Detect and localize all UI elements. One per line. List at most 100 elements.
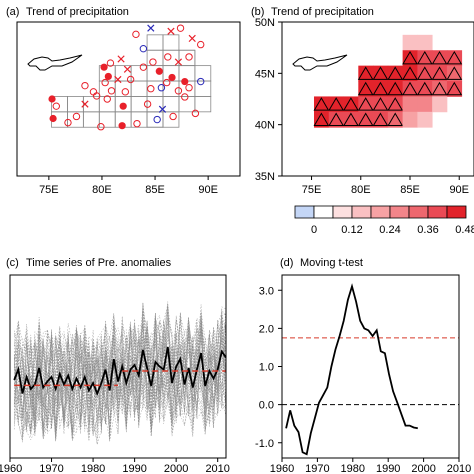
colorbar-swatch bbox=[446, 205, 467, 219]
y-tick-label: 3.0 bbox=[259, 285, 274, 297]
panel-d-label: (d) bbox=[280, 257, 293, 269]
station-filled-circle bbox=[118, 122, 126, 130]
station-open-circle bbox=[139, 44, 148, 53]
trend-cell bbox=[387, 96, 404, 113]
station-open-circle bbox=[143, 100, 152, 108]
station-cross bbox=[81, 100, 89, 108]
station-filled-circle bbox=[168, 73, 176, 82]
station-open-circle bbox=[97, 123, 105, 131]
x-tick-label: 75E bbox=[302, 184, 322, 196]
panel-d-title: Moving t-test bbox=[300, 257, 363, 269]
station-anomaly-series bbox=[13, 308, 227, 441]
station-open-circle bbox=[64, 118, 72, 127]
panel-b-colorbar: 0 0.12 0.24 0.36 0.48 bbox=[294, 205, 474, 236]
significance-triangle bbox=[387, 81, 404, 96]
x-tick-label: 1980 bbox=[341, 463, 365, 474]
x-tick-label: 80E bbox=[351, 184, 371, 196]
grid-cell bbox=[82, 111, 100, 128]
panel-d: (d) Moving t-test 3.0 2.0 1.0 0.0 -1.0 1960 19… bbox=[255, 257, 471, 474]
station-cross bbox=[123, 65, 132, 73]
trend-cell bbox=[373, 65, 389, 82]
panel-c-x-axis: 1960 1970 1980 1990 2000 2010 bbox=[0, 458, 230, 474]
trend-cell bbox=[402, 96, 418, 113]
significance-triangle bbox=[431, 50, 448, 65]
station-open-circle bbox=[92, 92, 101, 100]
colorbar-tick-label: 0.12 bbox=[341, 224, 362, 236]
trend-cell bbox=[373, 111, 389, 128]
colorbar-swatch bbox=[370, 205, 391, 219]
station-open-circle bbox=[181, 93, 189, 101]
station-anomaly-series bbox=[13, 307, 227, 439]
station-open-circle bbox=[176, 24, 185, 32]
colorbar-swatch bbox=[313, 205, 334, 219]
grid-cell bbox=[67, 96, 84, 113]
panel-c-title: Time series of Pre. anomalies bbox=[26, 257, 172, 269]
station-open-circle bbox=[185, 84, 193, 92]
significance-triangle bbox=[431, 81, 448, 96]
station-open-circle bbox=[191, 109, 200, 118]
station-open-circle bbox=[126, 75, 135, 84]
panel-c-frame bbox=[9, 274, 227, 459]
y-tick-label: 50N bbox=[255, 17, 275, 29]
x-tick-label: 1990 bbox=[122, 463, 146, 474]
trend-cell bbox=[402, 65, 418, 82]
x-tick-label: 2000 bbox=[164, 463, 188, 474]
grid-cell bbox=[162, 111, 180, 128]
colorbar-tick-label: 0.48 bbox=[455, 224, 474, 236]
significance-triangle bbox=[357, 112, 374, 127]
station-filled-circle bbox=[104, 72, 112, 81]
station-open-circle bbox=[72, 112, 81, 121]
x-tick-label: 2010 bbox=[205, 463, 229, 474]
trend-cell bbox=[373, 81, 389, 97]
station-open-circle bbox=[149, 58, 157, 66]
x-tick-label: 1980 bbox=[81, 463, 105, 474]
station-open-circle bbox=[103, 95, 111, 103]
trend-cell bbox=[417, 111, 433, 128]
panel-d-axes: 3.0 2.0 1.0 0.0 -1.0 1960 1970 1980 1990 2000 2010 bbox=[255, 285, 471, 474]
station-open-circle bbox=[147, 85, 155, 93]
trend-cell bbox=[314, 111, 330, 128]
trend-cell bbox=[358, 65, 374, 82]
station-anomaly-series bbox=[13, 315, 227, 434]
station-cross bbox=[114, 75, 122, 84]
station-open-circle bbox=[106, 59, 115, 67]
y-tick-label: 40N bbox=[255, 120, 275, 132]
trend-cell bbox=[314, 96, 330, 113]
trend-cell bbox=[417, 96, 433, 113]
station-open-circle bbox=[121, 88, 130, 96]
significance-triangle bbox=[357, 81, 374, 96]
station-open-circle bbox=[153, 115, 161, 124]
significance-triangle bbox=[313, 112, 330, 127]
significance-triangle bbox=[402, 50, 418, 65]
station-filled-circle bbox=[119, 102, 127, 110]
significance-triangle bbox=[446, 81, 463, 96]
significance-triangle bbox=[431, 66, 448, 80]
panel-c-label: (c) bbox=[6, 257, 19, 269]
station-open-circle bbox=[185, 53, 193, 61]
significance-triangle bbox=[402, 81, 418, 96]
trend-cell bbox=[432, 96, 448, 113]
x-tick-label: 90E bbox=[198, 184, 218, 196]
station-open-circle bbox=[101, 78, 109, 87]
station-filled-circle bbox=[49, 114, 57, 123]
significance-triangle bbox=[416, 50, 433, 65]
colorbar-swatch bbox=[427, 205, 448, 219]
station-open-circle bbox=[164, 53, 172, 61]
panel-b-axes: 35N 40N 45N 50N 75E 80E 85E 90E bbox=[255, 17, 469, 196]
station-open-circle bbox=[132, 30, 140, 39]
station-cross bbox=[147, 24, 155, 32]
significance-triangle bbox=[387, 112, 404, 127]
colorbar-tick-label: 0.24 bbox=[379, 224, 400, 236]
grid-cell bbox=[194, 96, 212, 113]
significance-triangle bbox=[372, 66, 389, 80]
station-cross bbox=[117, 55, 125, 63]
panel-a: (a) Trend of precipitation 75E 80E 85E 90E bbox=[6, 6, 241, 196]
significance-triangle bbox=[343, 97, 359, 111]
station-anomaly-series bbox=[13, 312, 227, 443]
colorbar-tick-label: 0 bbox=[311, 224, 317, 236]
x-tick-label: 75E bbox=[39, 184, 59, 196]
trend-cell bbox=[417, 81, 433, 97]
trend-cell bbox=[402, 81, 418, 97]
station-cross bbox=[188, 34, 196, 43]
trend-cell bbox=[387, 111, 404, 128]
